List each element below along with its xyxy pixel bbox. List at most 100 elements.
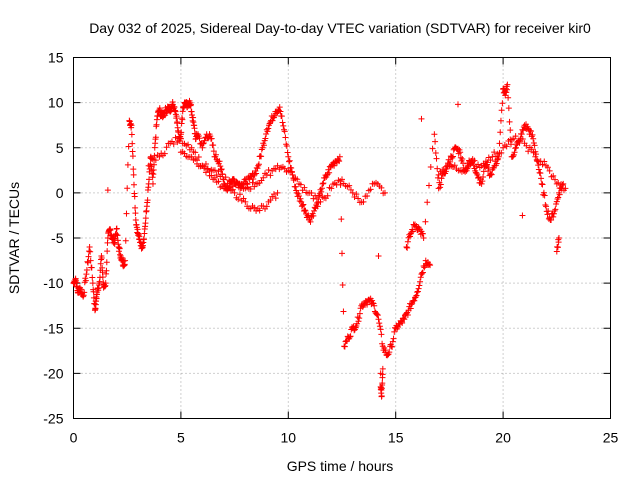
data-point <box>128 131 135 138</box>
data-point <box>301 184 308 191</box>
data-point <box>550 213 557 220</box>
data-point <box>340 308 347 315</box>
data-point <box>294 176 301 183</box>
data-point <box>412 293 419 300</box>
data-point <box>425 182 432 189</box>
data-point <box>266 120 273 127</box>
data-point <box>320 180 327 187</box>
data-point <box>417 278 424 285</box>
data-point <box>201 163 208 170</box>
data-point <box>235 196 242 203</box>
data-point <box>424 199 431 206</box>
data-point <box>401 316 408 323</box>
data-point <box>130 171 137 178</box>
data-point <box>480 174 487 181</box>
data-point <box>504 81 511 88</box>
data-point <box>496 140 503 147</box>
data-point <box>478 180 485 187</box>
data-point <box>270 191 277 198</box>
data-point <box>104 187 111 194</box>
data-point <box>374 312 381 319</box>
data-point <box>447 158 454 165</box>
data-point <box>540 189 547 196</box>
data-point <box>89 274 96 281</box>
x-tick-labels: 0 5 10 15 20 25 <box>70 430 619 446</box>
data-point <box>240 195 247 202</box>
data-point <box>113 231 120 238</box>
data-point <box>277 108 284 115</box>
data-point <box>411 297 418 304</box>
data-point <box>179 116 186 123</box>
data-point <box>420 235 427 241</box>
data-point <box>404 312 411 319</box>
data-point <box>471 157 478 164</box>
data-point <box>551 207 558 214</box>
data-point <box>553 198 560 205</box>
data-point <box>259 144 266 151</box>
data-point <box>538 175 545 182</box>
data-point <box>212 151 219 158</box>
data-point <box>123 210 130 217</box>
data-point <box>333 181 340 188</box>
data-point <box>215 178 222 185</box>
data-point <box>449 154 456 161</box>
data-point <box>280 122 287 129</box>
data-point <box>532 153 539 160</box>
data-point <box>562 185 569 192</box>
data-point <box>451 162 458 169</box>
data-point <box>151 152 158 159</box>
data-point <box>379 371 386 378</box>
data-point <box>282 134 289 141</box>
data-point <box>149 180 156 187</box>
data-point <box>429 145 436 152</box>
data-point <box>178 120 185 127</box>
data-point <box>360 198 367 205</box>
data-point <box>556 191 563 198</box>
data-point <box>457 149 464 156</box>
data-point <box>379 340 386 347</box>
data-point <box>124 185 131 192</box>
data-point <box>499 100 506 107</box>
data-point <box>173 113 180 120</box>
data-point <box>292 183 299 190</box>
data-point <box>253 170 260 177</box>
y-tick-label: -20 <box>43 365 63 381</box>
data-point <box>80 293 87 300</box>
data-point <box>251 171 258 178</box>
data-point <box>376 323 383 330</box>
data-point <box>356 310 363 317</box>
data-point <box>98 255 105 262</box>
data-point <box>355 195 362 202</box>
data-point <box>548 216 555 223</box>
data-point <box>204 166 211 173</box>
data-point <box>86 248 93 255</box>
data-series-sdtvar <box>70 81 569 400</box>
data-point <box>487 157 494 164</box>
data-point <box>541 158 548 165</box>
data-point <box>422 218 429 225</box>
data-point <box>491 149 498 156</box>
data-point <box>308 190 315 197</box>
data-point <box>130 166 137 173</box>
data-point <box>353 191 360 198</box>
data-point <box>390 335 397 342</box>
data-point <box>131 193 138 200</box>
data-point <box>128 122 135 129</box>
data-point <box>511 149 518 156</box>
data-point <box>103 259 110 266</box>
data-point <box>192 149 199 156</box>
data-point <box>187 101 194 108</box>
data-point <box>150 166 157 173</box>
data-point <box>321 174 328 181</box>
data-point <box>228 178 235 185</box>
data-point <box>378 392 385 399</box>
data-point <box>378 331 385 338</box>
data-point <box>419 269 426 276</box>
data-point <box>210 148 217 155</box>
x-tick-label: 10 <box>281 430 297 446</box>
data-point <box>312 192 319 199</box>
data-point <box>275 107 282 114</box>
data-point <box>413 292 420 299</box>
data-point <box>342 338 349 345</box>
data-point <box>356 315 363 322</box>
